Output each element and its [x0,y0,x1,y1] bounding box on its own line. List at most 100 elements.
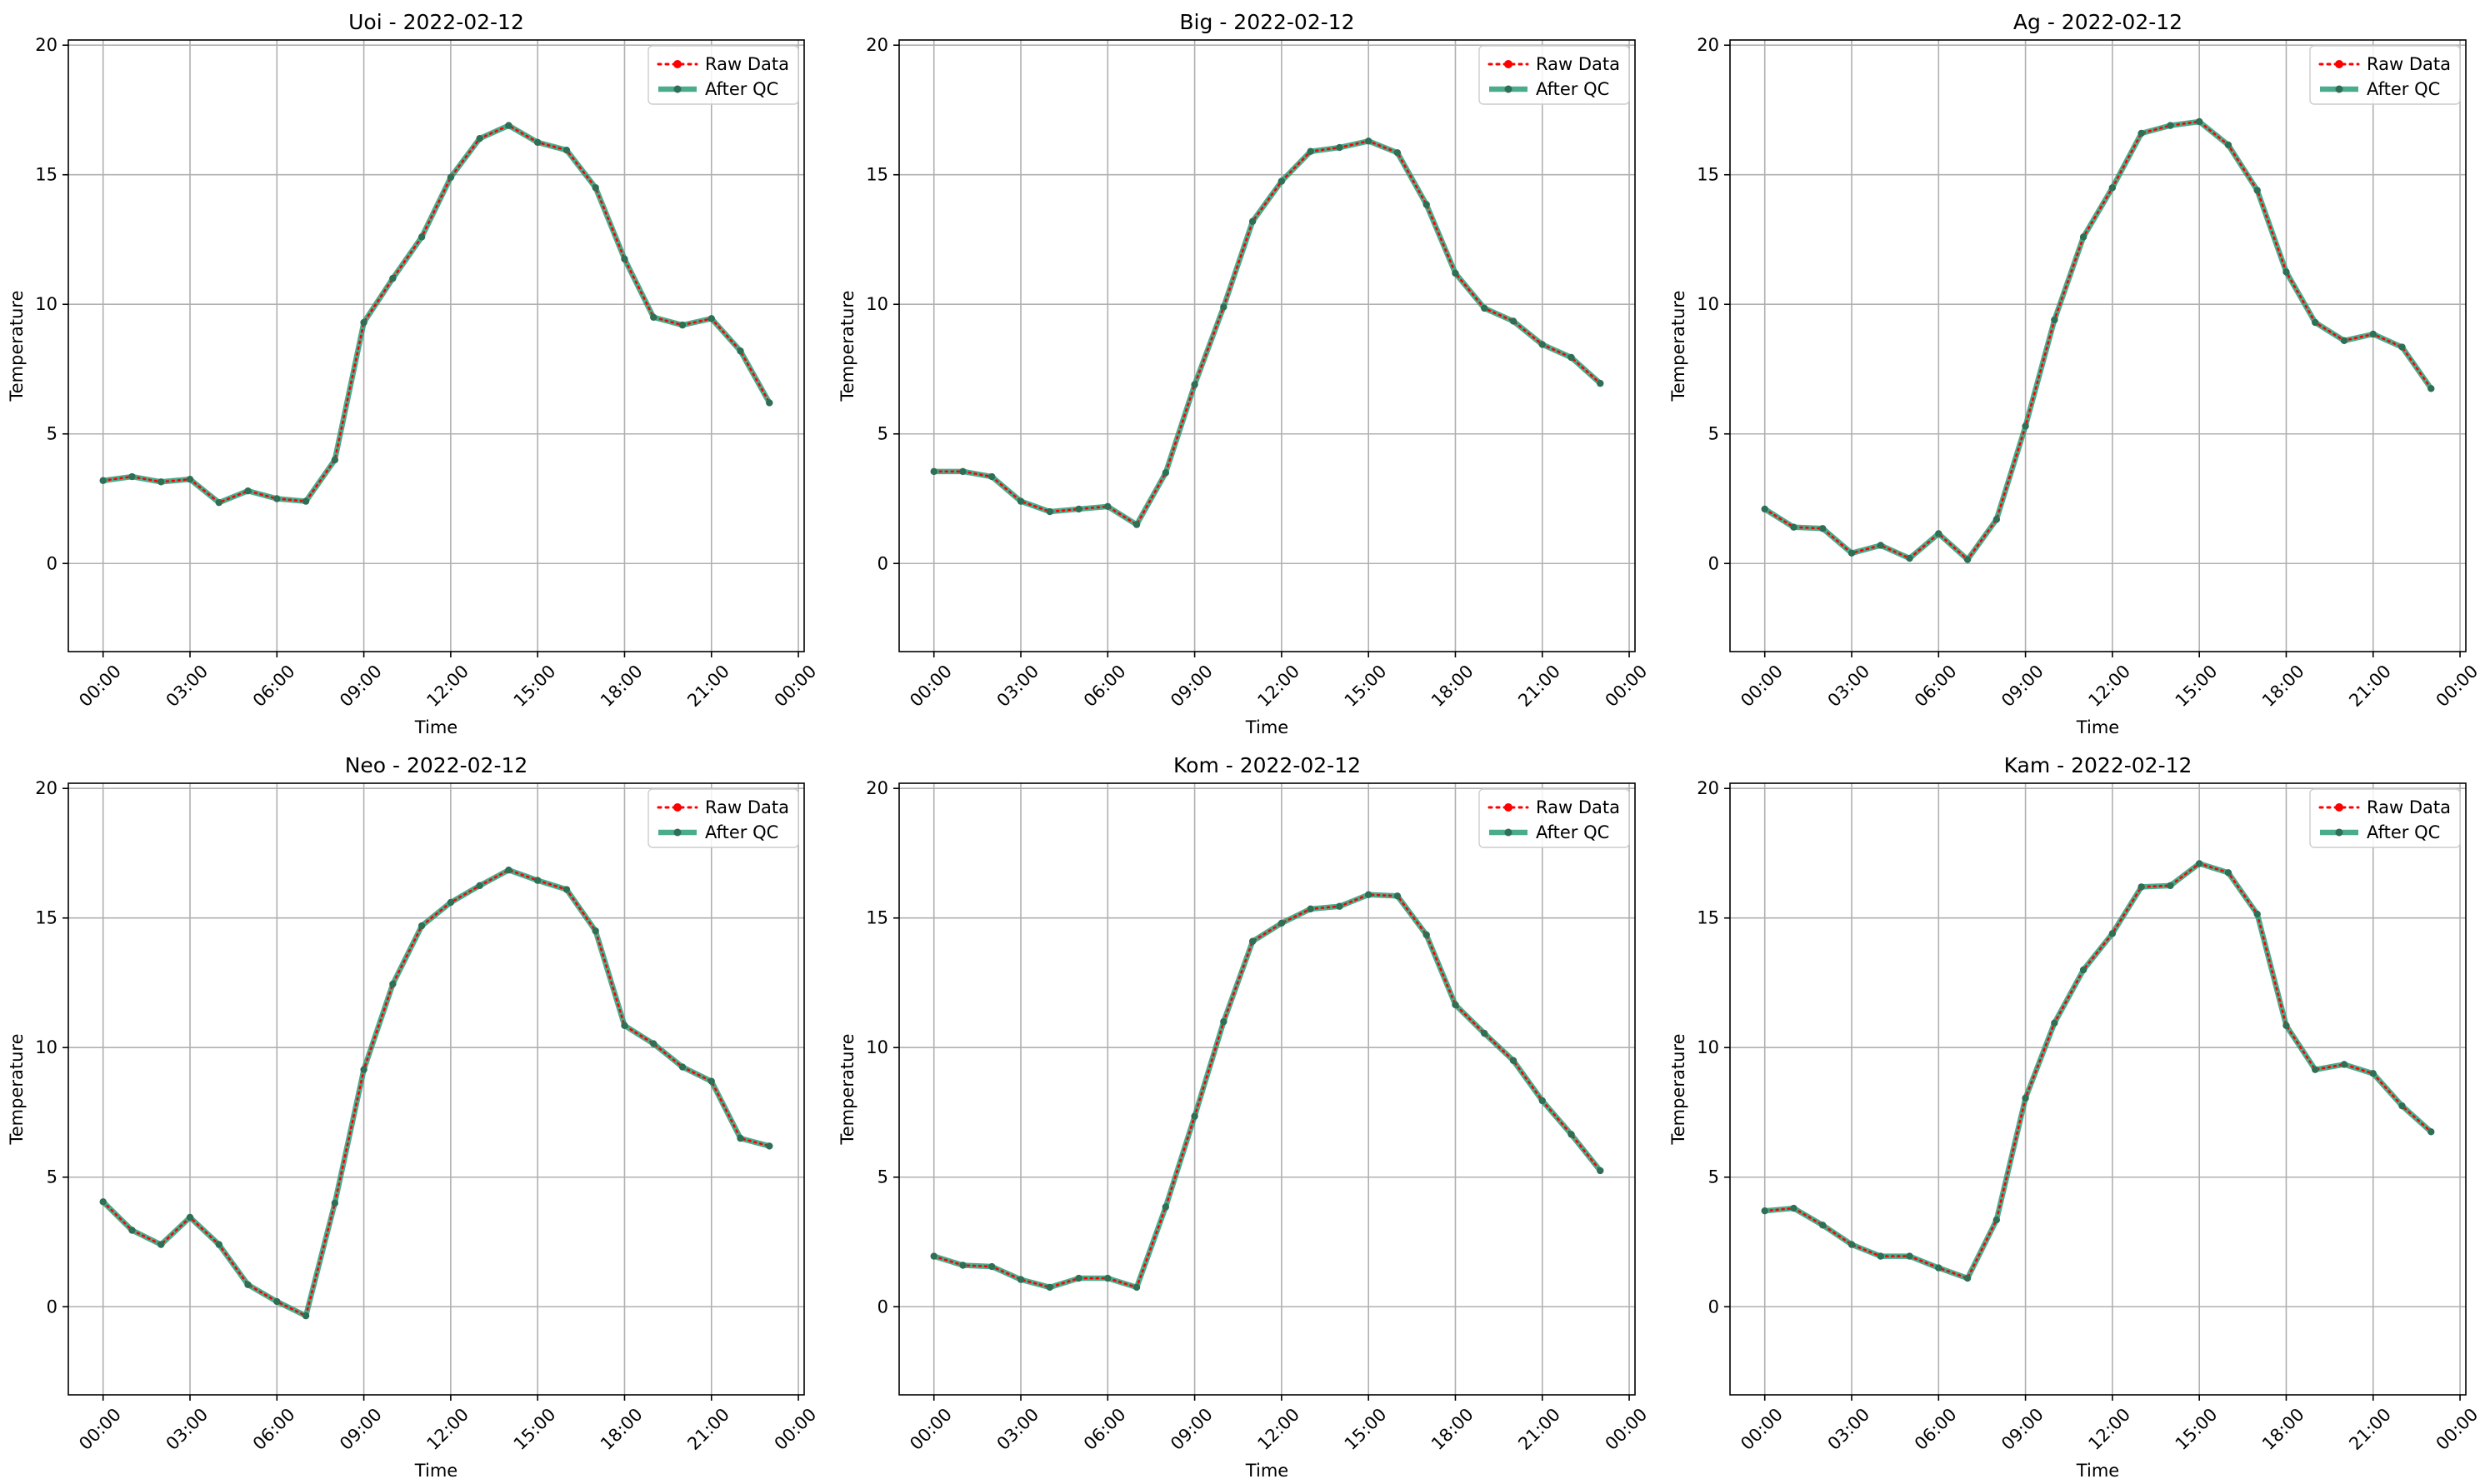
x-tick-label: 00:00 [771,661,821,711]
after-qc-point [1481,304,1488,312]
y-tick-label: 20 [866,778,888,798]
after-qc-point [2079,966,2088,974]
y-tick-label: 15 [866,908,888,928]
x-tick-label: 03:00 [993,1404,1043,1454]
after-qc-point [1568,1131,1575,1138]
x-tick-label: 00:00 [906,1404,956,1454]
axes-frame [898,782,1636,1396]
y-tick-label: 15 [866,165,888,185]
y-tick-label: 5 [1708,1167,1719,1187]
grid [68,40,804,652]
raw-data-line [1763,120,2432,562]
after-qc-point [1162,1203,1170,1211]
series-points [1761,860,2435,1282]
legend-raw-marker [2335,60,2343,68]
after-qc-point [1509,1057,1518,1064]
x-tick-label: 21:00 [2345,1404,2395,1454]
after-qc-point [2224,141,2232,149]
after-qc-line [100,122,772,506]
after-qc-point [621,255,628,263]
after-qc-point [128,472,136,481]
after-qc-point [1364,891,1372,898]
after-qc-point [215,498,222,507]
after-qc-point [447,173,455,182]
x-axis-label: Time [414,717,458,737]
y-tick-label: 10 [1697,294,1719,314]
after-qc-point [1597,1167,1604,1175]
subplot-title: Uoi - 2022-02-12 [348,10,524,34]
after-qc-point [1597,379,1604,387]
x-tick-label: 00:00 [906,661,956,711]
after-qc-point [99,1198,107,1206]
after-qc-point [708,315,715,322]
subplot-4: 0 5 10 15 20 00:00 03:00 06:00 09:00 12:00 15:00 18… [7,753,820,1481]
legend-qc-marker [673,85,682,93]
subplot-title: Kom - 2022-02-12 [1173,753,1361,777]
x-tick-label: 12:00 [1253,1404,1303,1454]
legend-label: After QC [2367,79,2440,99]
after-qc-point [621,1022,628,1030]
after-qc-point [2079,233,2088,241]
x-tick-label: 06:00 [1080,661,1130,711]
after-qc-point [959,467,967,476]
after-qc-point [302,497,310,505]
grid [1730,783,2466,1395]
after-qc-point [1848,1241,1856,1248]
after-qc-point [360,318,368,327]
x-tick-label: 00:00 [771,1404,821,1454]
after-qc-point [1278,919,1286,927]
x-tick-label: 09:00 [336,1404,386,1454]
x-tick-label: 00:00 [1737,1404,1787,1454]
x-tick-label: 18:00 [2258,661,2308,711]
y-axis-label: Temperature [1668,290,1688,402]
y-tick-label: 15 [35,165,58,185]
x-tick-label: 18:00 [597,1404,647,1454]
after-qc-point [273,495,281,502]
legend-raw-marker [2335,803,2343,812]
x-tick-label: 15:00 [2172,661,2222,711]
x-tick-label: 06:00 [1080,1404,1130,1454]
after-qc-point [360,1066,368,1073]
x-tick-label: 03:00 [162,1404,212,1454]
raw-data-line [932,139,1602,527]
after-qc-point [1046,1283,1053,1292]
after-qc-point [2428,1128,2435,1136]
after-qc-point [2195,860,2203,867]
after-qc-point [2312,318,2319,327]
x-tick-label: 18:00 [2258,1404,2308,1454]
x-tick-label: 15:00 [510,1404,560,1454]
legend-qc-marker [2335,85,2343,93]
after-qc-point [1568,353,1575,362]
after-qc-point [1422,201,1430,208]
after-qc-point [1452,1001,1459,1009]
legend-label: After QC [705,822,778,842]
after-qc-point [1877,542,1884,549]
legend: Raw Data After QC [648,788,799,848]
subplot-title: Big - 2022-02-12 [1179,10,1354,34]
after-qc-point [533,138,542,147]
x-tick-label: 12:00 [422,1404,472,1454]
y-tick-label: 0 [878,1297,888,1317]
y-tick-label: 10 [1697,1037,1719,1057]
after-qc-point [505,866,512,874]
x-tick-label: 00:00 [2432,1404,2482,1454]
series-points [930,137,1604,528]
subplot-title: Ag - 2022-02-12 [2013,10,2182,34]
y-tick-label: 5 [1708,424,1719,444]
after-qc-point [2253,910,2261,918]
series-lines [1762,118,2434,562]
legend-raw-marker [673,803,682,812]
after-qc-point [2428,385,2435,392]
after-qc-point [1538,1097,1546,1105]
y-tick-label: 20 [1697,35,1719,55]
after-qc-point [1307,147,1314,155]
after-qc-point [1336,143,1343,152]
after-qc-point [2051,1019,2058,1027]
after-qc-point [650,313,658,321]
after-qc-point [476,882,483,890]
after-qc-point [302,1312,310,1320]
after-qc-point [708,1077,715,1085]
after-qc-point [533,877,542,884]
y-axis-label: Temperature [7,290,27,402]
after-qc-point [1336,902,1343,910]
